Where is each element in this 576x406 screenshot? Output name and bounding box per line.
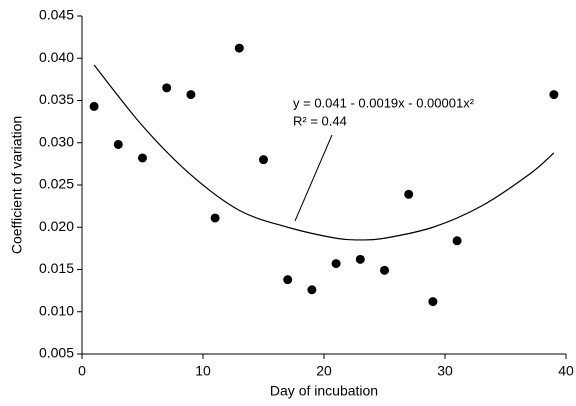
x-tick-label: 20: [316, 363, 332, 379]
y-tick-label: 0.045: [39, 7, 74, 23]
fit-curve: [93, 64, 555, 241]
x-tick-label: 10: [195, 363, 211, 379]
y-tick-label: 0.030: [39, 133, 74, 149]
data-point: [186, 90, 196, 100]
data-point: [452, 236, 462, 246]
x-tick-label: 30: [437, 363, 453, 379]
data-point: [138, 153, 147, 163]
x-tick-label: 40: [558, 363, 574, 379]
data-point: [259, 155, 268, 165]
data-point: [428, 297, 438, 307]
data-point: [234, 43, 244, 53]
y-tick-label: 0.020: [39, 218, 74, 234]
equation: y = 0.041 - 0.0019x - 0.00001x²: [293, 95, 475, 110]
y-axis-label: Coefficient of variation: [9, 116, 25, 254]
data-point: [404, 189, 414, 199]
data-point: [89, 101, 99, 111]
y-tick-label: 0.010: [39, 302, 74, 318]
data-point: [355, 254, 365, 264]
data-point: [113, 139, 123, 149]
data-point: [307, 285, 317, 295]
y-tick-label: 0.005: [39, 345, 74, 361]
x-tick-label: 0: [78, 363, 86, 379]
y-tick-label: 0.040: [39, 49, 74, 65]
data-point: [162, 83, 172, 93]
y-tick-label: 0.025: [39, 176, 74, 192]
x-axis-label: Day of incubation: [270, 383, 378, 399]
data-point: [549, 90, 559, 100]
y-tick-label: 0.015: [39, 260, 74, 276]
r-squared: R² = 0.44: [293, 113, 347, 128]
data-point: [283, 275, 293, 285]
data-point: [331, 259, 341, 269]
data-point: [380, 265, 389, 275]
y-tick-label: 0.035: [39, 91, 74, 107]
annotation-pointer: [294, 134, 333, 222]
data-point: [210, 213, 220, 223]
